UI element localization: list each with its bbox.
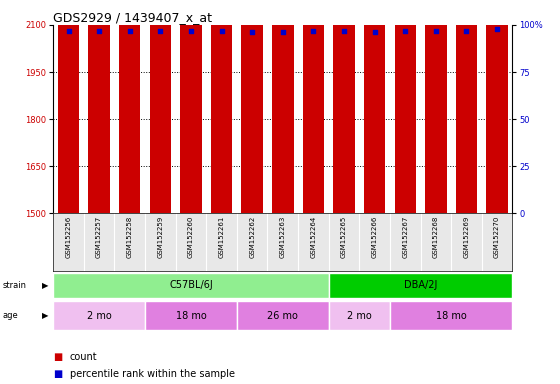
Point bbox=[401, 28, 410, 34]
Point bbox=[309, 28, 318, 34]
Text: 18 mo: 18 mo bbox=[176, 311, 206, 321]
Text: GSM152266: GSM152266 bbox=[372, 216, 377, 258]
Point bbox=[186, 28, 195, 34]
Text: GSM152257: GSM152257 bbox=[96, 216, 102, 258]
Bar bbox=[53, 301, 145, 330]
Text: ▶: ▶ bbox=[41, 281, 48, 290]
Bar bbox=[395, 0, 416, 213]
Text: ▶: ▶ bbox=[41, 311, 48, 320]
Text: GSM152263: GSM152263 bbox=[280, 216, 286, 258]
Bar bbox=[390, 301, 512, 330]
Text: GSM152256: GSM152256 bbox=[66, 216, 72, 258]
Text: ■: ■ bbox=[53, 352, 63, 362]
Text: GSM152270: GSM152270 bbox=[494, 216, 500, 258]
Bar bbox=[364, 0, 385, 213]
Text: DBA/2J: DBA/2J bbox=[404, 280, 437, 290]
Text: count: count bbox=[70, 352, 97, 362]
Point bbox=[339, 28, 348, 34]
Text: 18 mo: 18 mo bbox=[436, 311, 466, 321]
Bar bbox=[53, 273, 329, 298]
Text: 26 mo: 26 mo bbox=[267, 311, 298, 321]
Text: ■: ■ bbox=[53, 369, 63, 379]
Point bbox=[125, 28, 134, 34]
Point bbox=[493, 26, 502, 32]
Bar bbox=[272, 0, 293, 213]
Bar bbox=[329, 301, 390, 330]
Text: 2 mo: 2 mo bbox=[87, 311, 111, 321]
Bar bbox=[487, 0, 508, 213]
Bar bbox=[150, 0, 171, 213]
Text: age: age bbox=[3, 311, 18, 320]
Text: GDS2929 / 1439407_x_at: GDS2929 / 1439407_x_at bbox=[53, 11, 212, 24]
Point bbox=[278, 30, 287, 36]
Point bbox=[462, 28, 471, 34]
Text: GSM152269: GSM152269 bbox=[464, 216, 469, 258]
Bar bbox=[145, 301, 237, 330]
Point bbox=[217, 28, 226, 34]
Point bbox=[248, 30, 256, 36]
Bar bbox=[119, 0, 141, 213]
Point bbox=[64, 28, 73, 34]
Text: strain: strain bbox=[3, 281, 27, 290]
Text: 2 mo: 2 mo bbox=[347, 311, 372, 321]
Text: GSM152260: GSM152260 bbox=[188, 216, 194, 258]
Bar bbox=[329, 273, 512, 298]
Bar bbox=[88, 0, 110, 213]
Point bbox=[431, 28, 440, 34]
Text: GSM152258: GSM152258 bbox=[127, 216, 133, 258]
Text: GSM152261: GSM152261 bbox=[218, 216, 225, 258]
Text: GSM152264: GSM152264 bbox=[310, 216, 316, 258]
Point bbox=[95, 28, 104, 34]
Bar bbox=[333, 0, 354, 213]
Text: GSM152259: GSM152259 bbox=[157, 216, 164, 258]
Text: GSM152268: GSM152268 bbox=[433, 216, 439, 258]
Text: percentile rank within the sample: percentile rank within the sample bbox=[70, 369, 235, 379]
Text: C57BL/6J: C57BL/6J bbox=[169, 280, 213, 290]
Bar bbox=[180, 0, 202, 213]
Text: GSM152267: GSM152267 bbox=[402, 216, 408, 258]
Bar bbox=[211, 0, 232, 213]
Bar bbox=[241, 0, 263, 213]
Bar bbox=[58, 0, 79, 213]
Bar bbox=[425, 0, 446, 213]
Bar bbox=[456, 0, 477, 213]
Point bbox=[156, 28, 165, 34]
Text: GSM152262: GSM152262 bbox=[249, 216, 255, 258]
Bar bbox=[237, 301, 329, 330]
Point bbox=[370, 30, 379, 36]
Text: GSM152265: GSM152265 bbox=[341, 216, 347, 258]
Bar bbox=[303, 0, 324, 213]
